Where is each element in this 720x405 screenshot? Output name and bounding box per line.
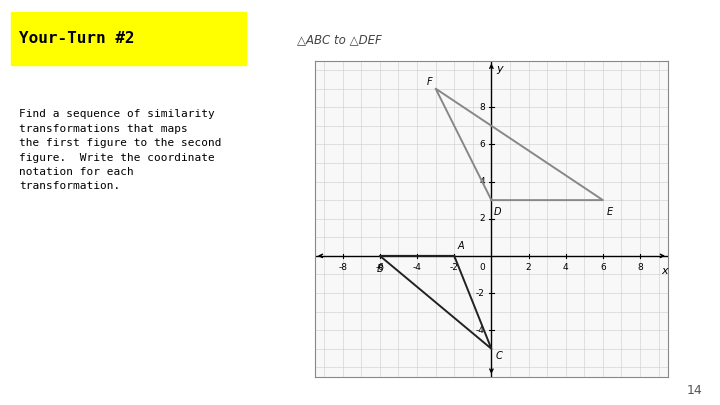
Text: C: C [495, 351, 502, 360]
Text: 2: 2 [526, 263, 531, 272]
Text: △ABC to △DEF: △ABC to △DEF [297, 34, 382, 47]
Text: 14: 14 [686, 384, 702, 397]
Text: y: y [496, 64, 503, 75]
Text: 8: 8 [479, 103, 485, 112]
FancyBboxPatch shape [11, 12, 246, 65]
Text: -8: -8 [338, 263, 347, 272]
Text: D: D [494, 207, 502, 217]
Text: B: B [377, 264, 383, 274]
Text: -2: -2 [476, 288, 485, 298]
Text: A: A [457, 241, 464, 251]
Text: F: F [426, 77, 432, 87]
Text: -6: -6 [375, 263, 384, 272]
Text: -4: -4 [413, 263, 421, 272]
Text: 6: 6 [600, 263, 606, 272]
Text: 4: 4 [563, 263, 569, 272]
Text: -4: -4 [476, 326, 485, 335]
Text: 8: 8 [637, 263, 643, 272]
Text: Find a sequence of similarity
transformations that maps
the first figure to the : Find a sequence of similarity transforma… [19, 109, 222, 191]
Text: 6: 6 [479, 140, 485, 149]
Text: 0: 0 [479, 263, 485, 272]
Text: 4: 4 [480, 177, 485, 186]
Text: E: E [607, 207, 613, 217]
Text: x: x [661, 266, 667, 276]
Text: Your-Turn #2: Your-Turn #2 [19, 31, 135, 46]
Text: 2: 2 [480, 214, 485, 223]
Text: -2: -2 [450, 263, 459, 272]
